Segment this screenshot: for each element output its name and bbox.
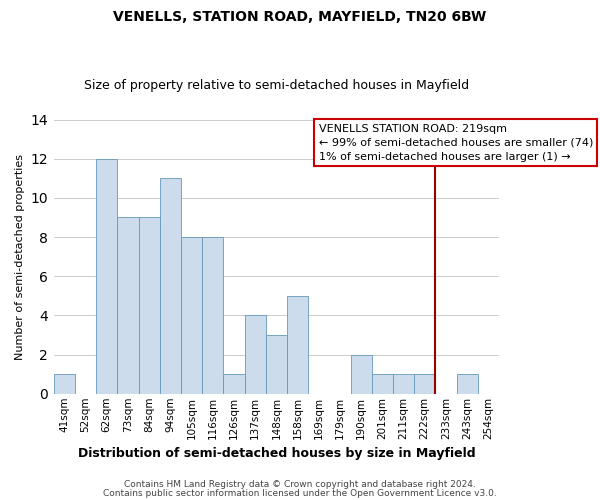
Bar — [160, 178, 181, 394]
X-axis label: Distribution of semi-detached houses by size in Mayfield: Distribution of semi-detached houses by … — [77, 447, 475, 460]
Bar — [457, 374, 478, 394]
Bar — [181, 237, 202, 394]
Bar — [118, 218, 139, 394]
Bar — [96, 158, 118, 394]
Bar — [287, 296, 308, 394]
Bar — [223, 374, 245, 394]
Bar — [245, 316, 266, 394]
Bar — [393, 374, 414, 394]
Bar — [54, 374, 75, 394]
Text: VENELLS, STATION ROAD, MAYFIELD, TN20 6BW: VENELLS, STATION ROAD, MAYFIELD, TN20 6B… — [113, 10, 487, 24]
Text: VENELLS STATION ROAD: 219sqm
← 99% of semi-detached houses are smaller (74)
1% o: VENELLS STATION ROAD: 219sqm ← 99% of se… — [319, 124, 593, 162]
Bar — [202, 237, 223, 394]
Bar — [414, 374, 436, 394]
Title: Size of property relative to semi-detached houses in Mayfield: Size of property relative to semi-detach… — [84, 79, 469, 92]
Bar — [139, 218, 160, 394]
Text: Contains HM Land Registry data © Crown copyright and database right 2024.: Contains HM Land Registry data © Crown c… — [124, 480, 476, 489]
Bar — [372, 374, 393, 394]
Bar — [350, 354, 372, 394]
Bar — [266, 335, 287, 394]
Text: Contains public sector information licensed under the Open Government Licence v3: Contains public sector information licen… — [103, 488, 497, 498]
Y-axis label: Number of semi-detached properties: Number of semi-detached properties — [15, 154, 25, 360]
